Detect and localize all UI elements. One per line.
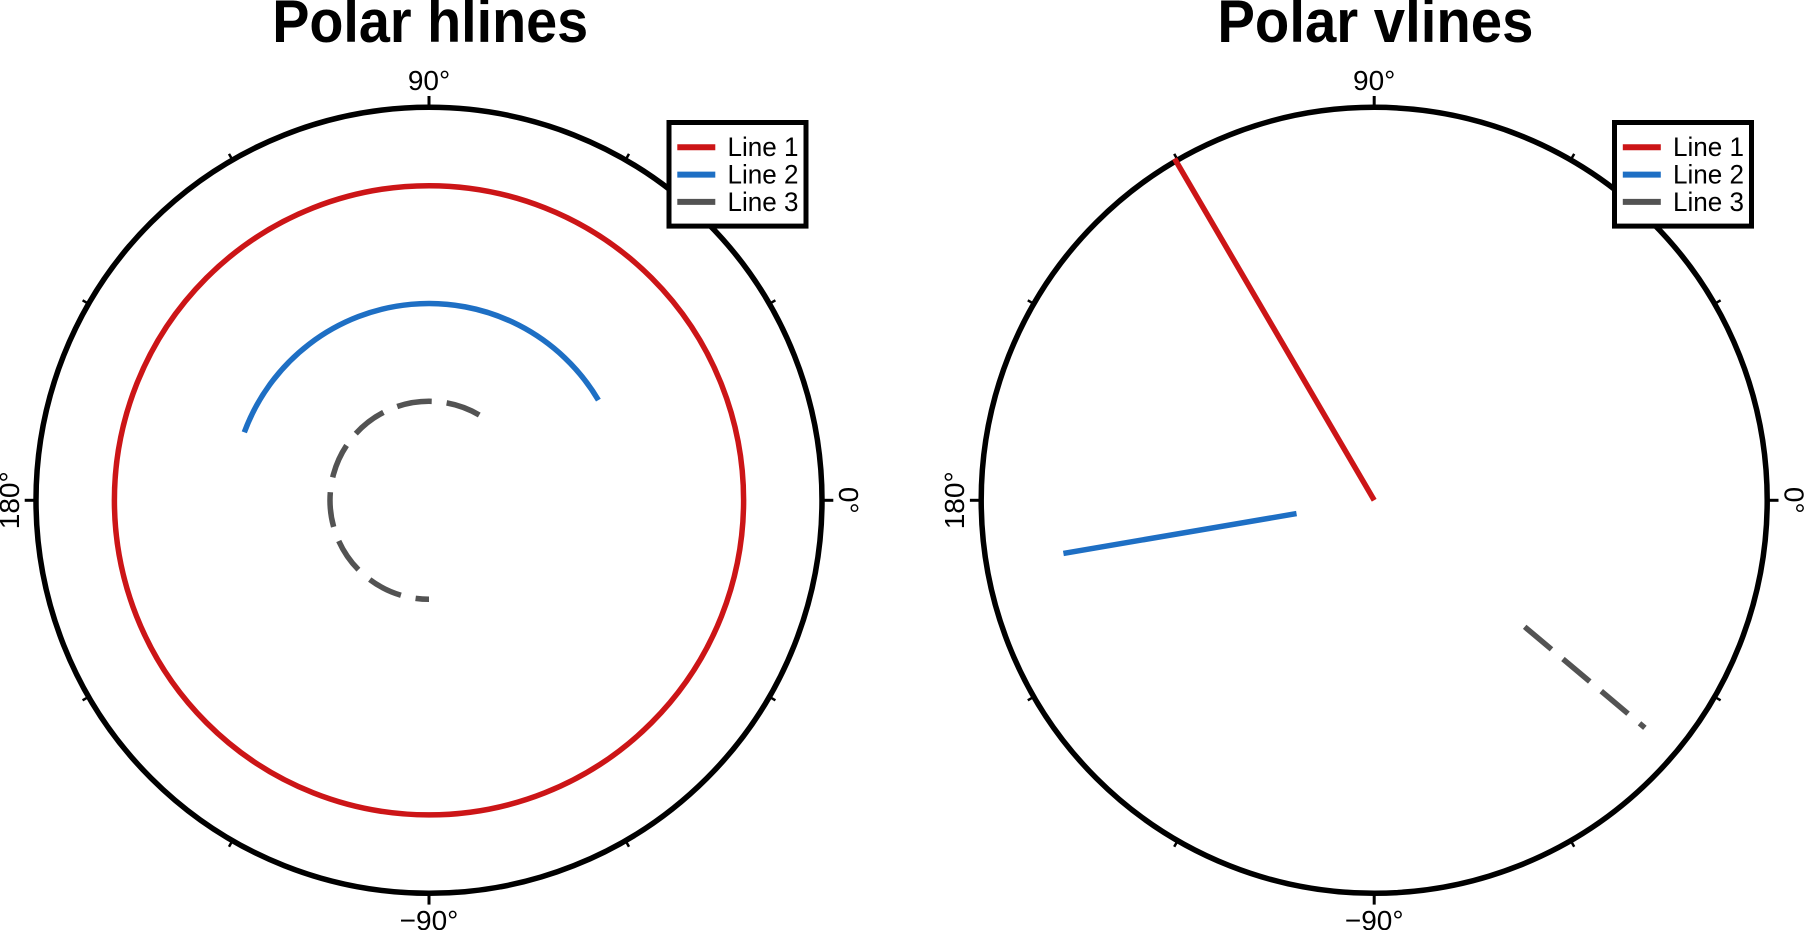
- svg-text:0°: 0°: [1778, 487, 1804, 514]
- svg-text:Line 1: Line 1: [1673, 132, 1744, 162]
- svg-text:Line 3: Line 3: [1673, 187, 1744, 217]
- svg-text:Polar hlines: Polar hlines: [272, 0, 588, 55]
- svg-text:Line 1: Line 1: [728, 132, 799, 162]
- svg-text:180°: 180°: [939, 471, 970, 529]
- svg-text:−90°: −90°: [400, 905, 459, 930]
- svg-text:Line 3: Line 3: [728, 187, 799, 217]
- svg-text:90°: 90°: [1353, 65, 1395, 96]
- svg-text:0°: 0°: [833, 487, 864, 514]
- svg-text:Line 2: Line 2: [1673, 160, 1744, 190]
- svg-text:Line 2: Line 2: [728, 160, 799, 190]
- svg-text:−90°: −90°: [1345, 905, 1404, 930]
- svg-text:180°: 180°: [0, 471, 25, 529]
- svg-text:Polar vlines: Polar vlines: [1217, 0, 1533, 55]
- svg-text:90°: 90°: [408, 65, 450, 96]
